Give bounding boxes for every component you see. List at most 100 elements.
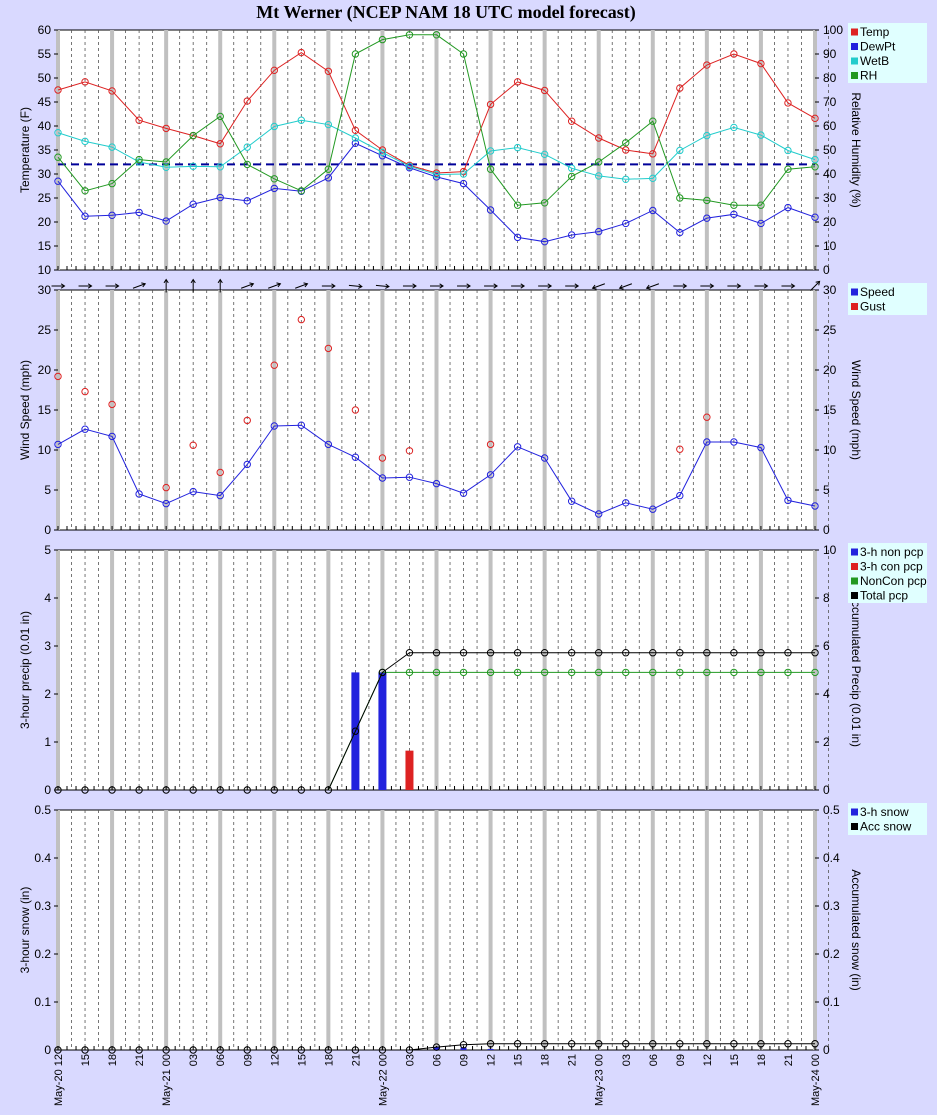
total-accum-point: [730, 649, 738, 657]
rh-point: [486, 165, 495, 173]
rh-point: [324, 165, 333, 173]
y-right-tick-label: 20: [823, 215, 837, 229]
temp-point: [595, 134, 603, 142]
y-tick-label: 10: [38, 443, 52, 457]
wind-arrow: [240, 283, 254, 289]
legend-label: 3-h con pcp: [860, 560, 923, 574]
legend-swatch: [851, 548, 858, 556]
total-accum-point: [649, 649, 657, 657]
temp-point: [649, 150, 657, 158]
dewpt-point: [811, 213, 819, 221]
wetb-point: [162, 163, 170, 171]
total-accum-point: [108, 786, 116, 794]
speed-point: [54, 440, 62, 449]
total-accum-point: [486, 649, 495, 657]
acc-snow-point: [730, 1040, 738, 1048]
legend-label: WetB: [860, 54, 889, 68]
x-tick-label: 21: [783, 1054, 795, 1066]
rh-point: [189, 131, 197, 140]
rh-point: [135, 155, 143, 164]
dewpt-point: [676, 228, 684, 237]
temp-point: [162, 124, 170, 133]
dewpt-point: [703, 214, 711, 222]
acc-snow-point: [243, 1046, 251, 1054]
legend-label: Total pcp: [860, 589, 908, 603]
wetb-point: [676, 146, 684, 155]
y-tick-label: 0: [44, 783, 51, 797]
y-right-tick-label: 0.3: [823, 899, 840, 913]
y-tick-label: 0.4: [34, 851, 51, 865]
dewpt-point: [324, 174, 333, 182]
gust-point: [270, 361, 278, 369]
y-tick-label: 0.3: [34, 899, 51, 913]
x-tick-label: 03: [188, 1054, 200, 1066]
total-accum-point: [324, 786, 333, 794]
noncon-accum-point: [757, 668, 765, 677]
x-tick-label: 09: [675, 1054, 687, 1066]
acc-snow-point: [784, 1040, 792, 1048]
y-tick-label: 25: [38, 323, 52, 337]
wetb-point: [189, 162, 197, 171]
rh-point: [81, 187, 89, 195]
temp-line: [57, 51, 816, 174]
rh-point: [622, 139, 630, 147]
y-right-tick-label: 0: [823, 523, 830, 537]
rh-point: [459, 50, 468, 58]
noncon-accum-point: [567, 668, 576, 677]
y-tick-label: 0.5: [34, 803, 51, 817]
y-tick-label: 0: [44, 523, 51, 537]
speed-point: [243, 460, 251, 469]
x-tick-label: 06: [215, 1054, 227, 1066]
dewpt-point: [784, 203, 792, 212]
dewpt-point: [135, 208, 143, 217]
speed-point: [703, 438, 711, 446]
temp-point: [703, 61, 711, 69]
x-tick-label: 12: [486, 1054, 498, 1066]
y-right-tick-label: 10: [823, 239, 837, 253]
wetb-point: [243, 143, 251, 151]
wind-series: [51, 278, 821, 518]
x-tick-label: 12: [702, 1054, 714, 1066]
wetb-point: [351, 134, 360, 142]
total-accum-point: [243, 786, 251, 794]
rh-line: [57, 34, 816, 206]
legend-label: NonCon pcp: [860, 574, 927, 588]
acc-snow-point: [351, 1046, 360, 1054]
y-right-tick-label: 0.5: [823, 803, 840, 817]
acc-snow-point: [405, 1046, 414, 1054]
wind-arrow-head: [217, 278, 223, 284]
wind-arrow-head: [618, 284, 624, 290]
wind-arrow-head: [190, 278, 196, 284]
y-right-tick-label: 90: [823, 47, 837, 61]
acc-snow-point: [108, 1046, 116, 1054]
acc-snow-point: [622, 1040, 630, 1048]
temp-point: [324, 67, 333, 75]
speed-point: [297, 421, 306, 429]
y-tick-label: 4: [44, 591, 51, 605]
legend-swatch: [851, 72, 858, 79]
wind-arrow-head: [763, 283, 769, 289]
y-right-tick-label: 70: [823, 95, 837, 109]
wind-arrow-head: [114, 283, 120, 289]
acc-snow-point: [378, 1046, 387, 1054]
legend-swatch: [851, 808, 858, 816]
total-accum-point: [135, 786, 143, 794]
noncon-accum-point: [405, 668, 414, 677]
temp-point: [108, 87, 116, 95]
speed-point: [351, 453, 360, 461]
acc-snow-point: [595, 1040, 603, 1048]
gust-point: [216, 468, 224, 477]
total-accum-point: [513, 649, 522, 657]
speed-point: [189, 487, 197, 496]
rh-point: [784, 165, 792, 173]
chart-title: Mt Werner (NCEP NAM 18 UTC model forecas…: [256, 2, 635, 23]
y-right-tick-label: 20: [823, 363, 837, 377]
noncon-accum-point: [730, 668, 738, 677]
wind-arrow-head: [358, 283, 363, 289]
legend-swatch: [851, 57, 858, 65]
y-tick-label: 1: [44, 735, 51, 749]
total-accum-point: [351, 727, 360, 735]
temp-point: [811, 114, 819, 123]
